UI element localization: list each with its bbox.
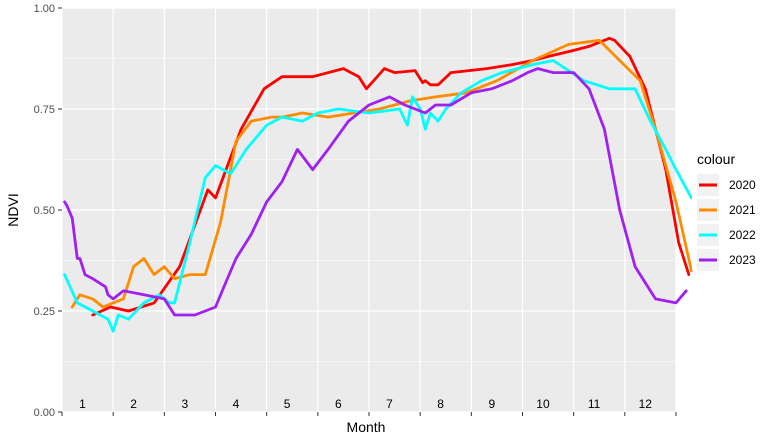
month-label: 9 [488,397,495,411]
legend-label-2023: 2023 [729,253,756,267]
series-line-2020 [91,36,691,317]
series-lines [63,36,693,333]
legend-label-2020: 2020 [729,178,756,192]
x-axis [61,412,677,416]
y-axis-title: NDVI [5,193,21,226]
y-axis: 0.00 0.25 0.50 0.75 1.00 [34,3,62,419]
y-tick-label: 0.00 [34,407,55,419]
y-tick-label: 0.50 [34,205,55,217]
month-label: 11 [588,397,601,411]
month-label: 3 [181,397,188,411]
legend-title: colour [697,151,735,167]
month-label: 7 [386,397,393,411]
month-label: 12 [639,397,653,411]
y-tick-label: 1.00 [34,3,55,15]
month-label: 10 [536,397,550,411]
month-label: 2 [130,397,137,411]
month-label: 8 [437,397,444,411]
series-line-2022 [63,59,693,333]
month-label: 6 [335,397,342,411]
series-line-2023 [63,67,688,317]
month-label: 5 [284,397,291,411]
legend: colour 2020 2021 2022 2023 [692,140,770,271]
y-tick-label: 0.75 [34,104,55,116]
series-line-2021 [70,38,693,309]
x-axis-title: Month [347,419,386,435]
y-tick-label: 0.25 [34,306,55,318]
month-labels: 1 2 3 4 5 6 7 8 9 10 11 12 [79,397,652,411]
legend-label-2021: 2021 [729,203,756,217]
legend-label-2022: 2022 [729,228,756,242]
month-label: 4 [233,397,240,411]
month-label: 1 [79,397,86,411]
